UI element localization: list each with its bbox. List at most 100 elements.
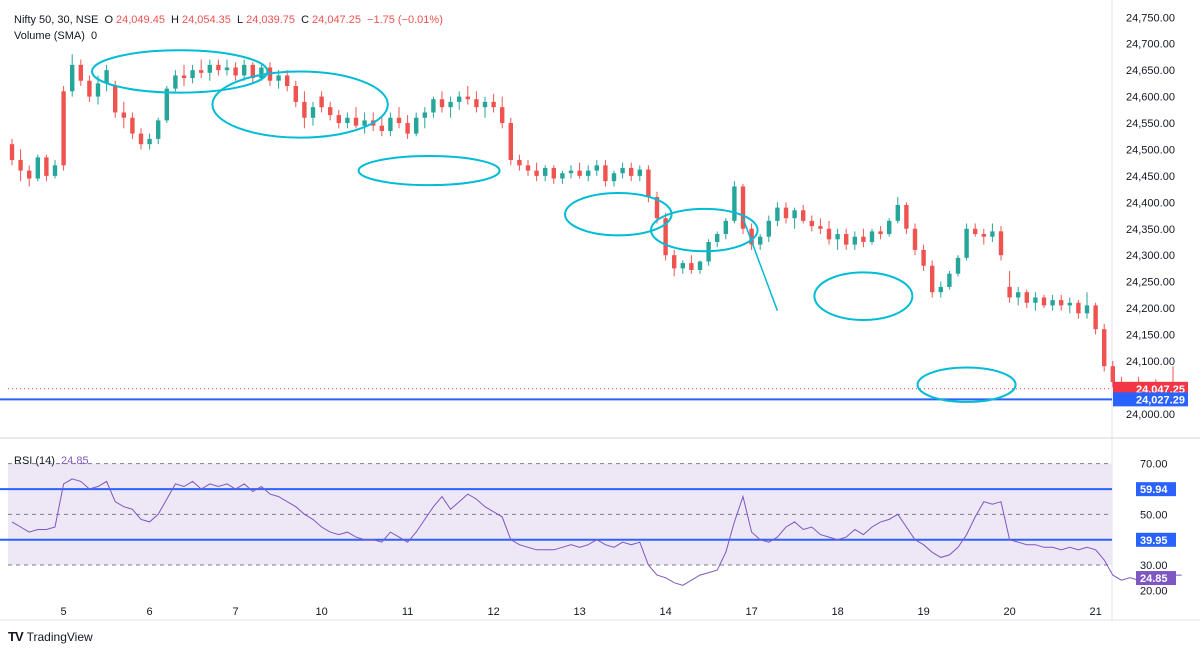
annotation-ellipse xyxy=(357,155,501,187)
close-value: 24,047.25 xyxy=(312,14,361,26)
candle-body xyxy=(396,117,402,124)
candle-body xyxy=(1024,292,1029,303)
price-axis-tick: 24,100.00 xyxy=(1126,356,1175,368)
candle-body xyxy=(749,228,754,245)
candle-body xyxy=(362,120,367,126)
candle-body xyxy=(818,226,823,229)
high-value: 24,054.35 xyxy=(181,14,231,26)
candle-body xyxy=(156,120,161,139)
candle-body xyxy=(35,157,40,179)
candle-body xyxy=(869,231,875,242)
price-axis-tick: 24,150.00 xyxy=(1126,329,1175,341)
candle-body xyxy=(457,96,462,102)
candle-body xyxy=(594,165,599,171)
candle-body xyxy=(1033,297,1038,303)
candle-body xyxy=(491,101,496,108)
rsi-legend: RSI (14) 24.85 xyxy=(14,455,92,467)
candle-body xyxy=(930,265,935,293)
candle-body xyxy=(345,117,350,124)
candle-body xyxy=(723,220,728,235)
candle-body xyxy=(964,228,969,258)
candle-body xyxy=(697,261,703,270)
candle-body xyxy=(680,263,685,269)
candle-body xyxy=(852,236,857,245)
rsi-last-label-bg xyxy=(1136,571,1176,586)
candle-body xyxy=(44,157,49,176)
last-price-label-bg xyxy=(1113,381,1188,396)
candle-body xyxy=(1016,292,1021,298)
candle-body xyxy=(52,165,58,176)
change-value: −1.75 (−0.01%) xyxy=(367,14,443,26)
candle-body xyxy=(328,107,333,116)
candle-body xyxy=(414,117,419,134)
candle-body xyxy=(792,210,797,219)
candle-body xyxy=(1059,300,1064,306)
candle-body xyxy=(285,75,290,87)
price-axis-tick: 24,400.00 xyxy=(1126,197,1175,209)
candle-body xyxy=(560,173,565,179)
candle-body xyxy=(611,173,617,182)
candle-body xyxy=(448,101,453,108)
candle-body xyxy=(302,101,307,118)
candle-body xyxy=(715,234,720,242)
time-axis-tick: 6 xyxy=(147,606,153,618)
candle-body xyxy=(61,91,66,166)
candle-body xyxy=(130,117,135,134)
candle-body xyxy=(732,186,737,221)
candle-body xyxy=(1067,302,1072,306)
candle-body xyxy=(577,170,582,176)
candle-body xyxy=(637,169,642,176)
candle-body xyxy=(517,160,522,166)
rsi-label[interactable]: RSI (14) xyxy=(14,455,55,467)
candle-body xyxy=(164,88,169,121)
candle-body xyxy=(534,170,539,176)
candle-body xyxy=(904,204,909,229)
tradingview-logo[interactable]: TV TradingView xyxy=(8,629,93,644)
candle-body xyxy=(173,75,178,89)
candle-body xyxy=(207,64,212,73)
rsi-axis-tick: 20.00 xyxy=(1140,585,1168,597)
price-axis-tick: 24,750.00 xyxy=(1126,12,1175,24)
candle-body xyxy=(586,170,591,176)
candle-body xyxy=(990,231,995,237)
annotation-ellipse xyxy=(211,70,389,139)
candle-body xyxy=(663,218,668,256)
time-axis-tick: 5 xyxy=(61,606,67,618)
time-axis-tick: 12 xyxy=(487,606,499,618)
candle-body xyxy=(689,263,694,270)
candle-body xyxy=(973,228,978,235)
candle-body xyxy=(293,86,298,102)
symbol-title[interactable]: Nifty 50, 30, NSE xyxy=(14,14,99,26)
open-label: O xyxy=(104,14,113,26)
candle-body xyxy=(758,236,763,245)
price-axis-tick: 24,600.00 xyxy=(1126,92,1175,104)
annotation-ellipse xyxy=(91,49,269,94)
annotation-ellipse xyxy=(813,271,914,321)
time-axis-tick: 20 xyxy=(1003,606,1015,618)
candle-body xyxy=(955,257,961,274)
rsi-last-label: 24.85 xyxy=(1140,573,1168,585)
price-axis-tick: 24,350.00 xyxy=(1126,224,1175,236)
rsi-hline-label: 39.95 xyxy=(1140,535,1168,547)
candle-body xyxy=(921,249,926,266)
candle-body xyxy=(998,231,1004,256)
candle-body xyxy=(740,186,746,229)
annotation-ellipse xyxy=(916,366,1017,403)
volume-value: 0 xyxy=(90,30,98,42)
rsi-hline-label-bg xyxy=(1136,532,1176,547)
candle-body xyxy=(78,64,83,81)
candle-body xyxy=(620,167,625,174)
candle-body xyxy=(646,169,651,198)
price-axis-tick: 24,450.00 xyxy=(1126,171,1175,183)
candle-body xyxy=(482,101,488,108)
candle-body xyxy=(525,165,531,171)
candle-body xyxy=(1093,305,1098,330)
price-axis-tick: 24,700.00 xyxy=(1126,39,1175,51)
rsi-value: 24.85 xyxy=(61,455,89,467)
price-axis-tick: 24,000.00 xyxy=(1126,409,1175,421)
volume-label[interactable]: Volume (SMA) xyxy=(14,30,85,42)
candle-body xyxy=(276,75,281,81)
time-axis-tick: 18 xyxy=(831,606,843,618)
candle-body xyxy=(18,160,23,171)
